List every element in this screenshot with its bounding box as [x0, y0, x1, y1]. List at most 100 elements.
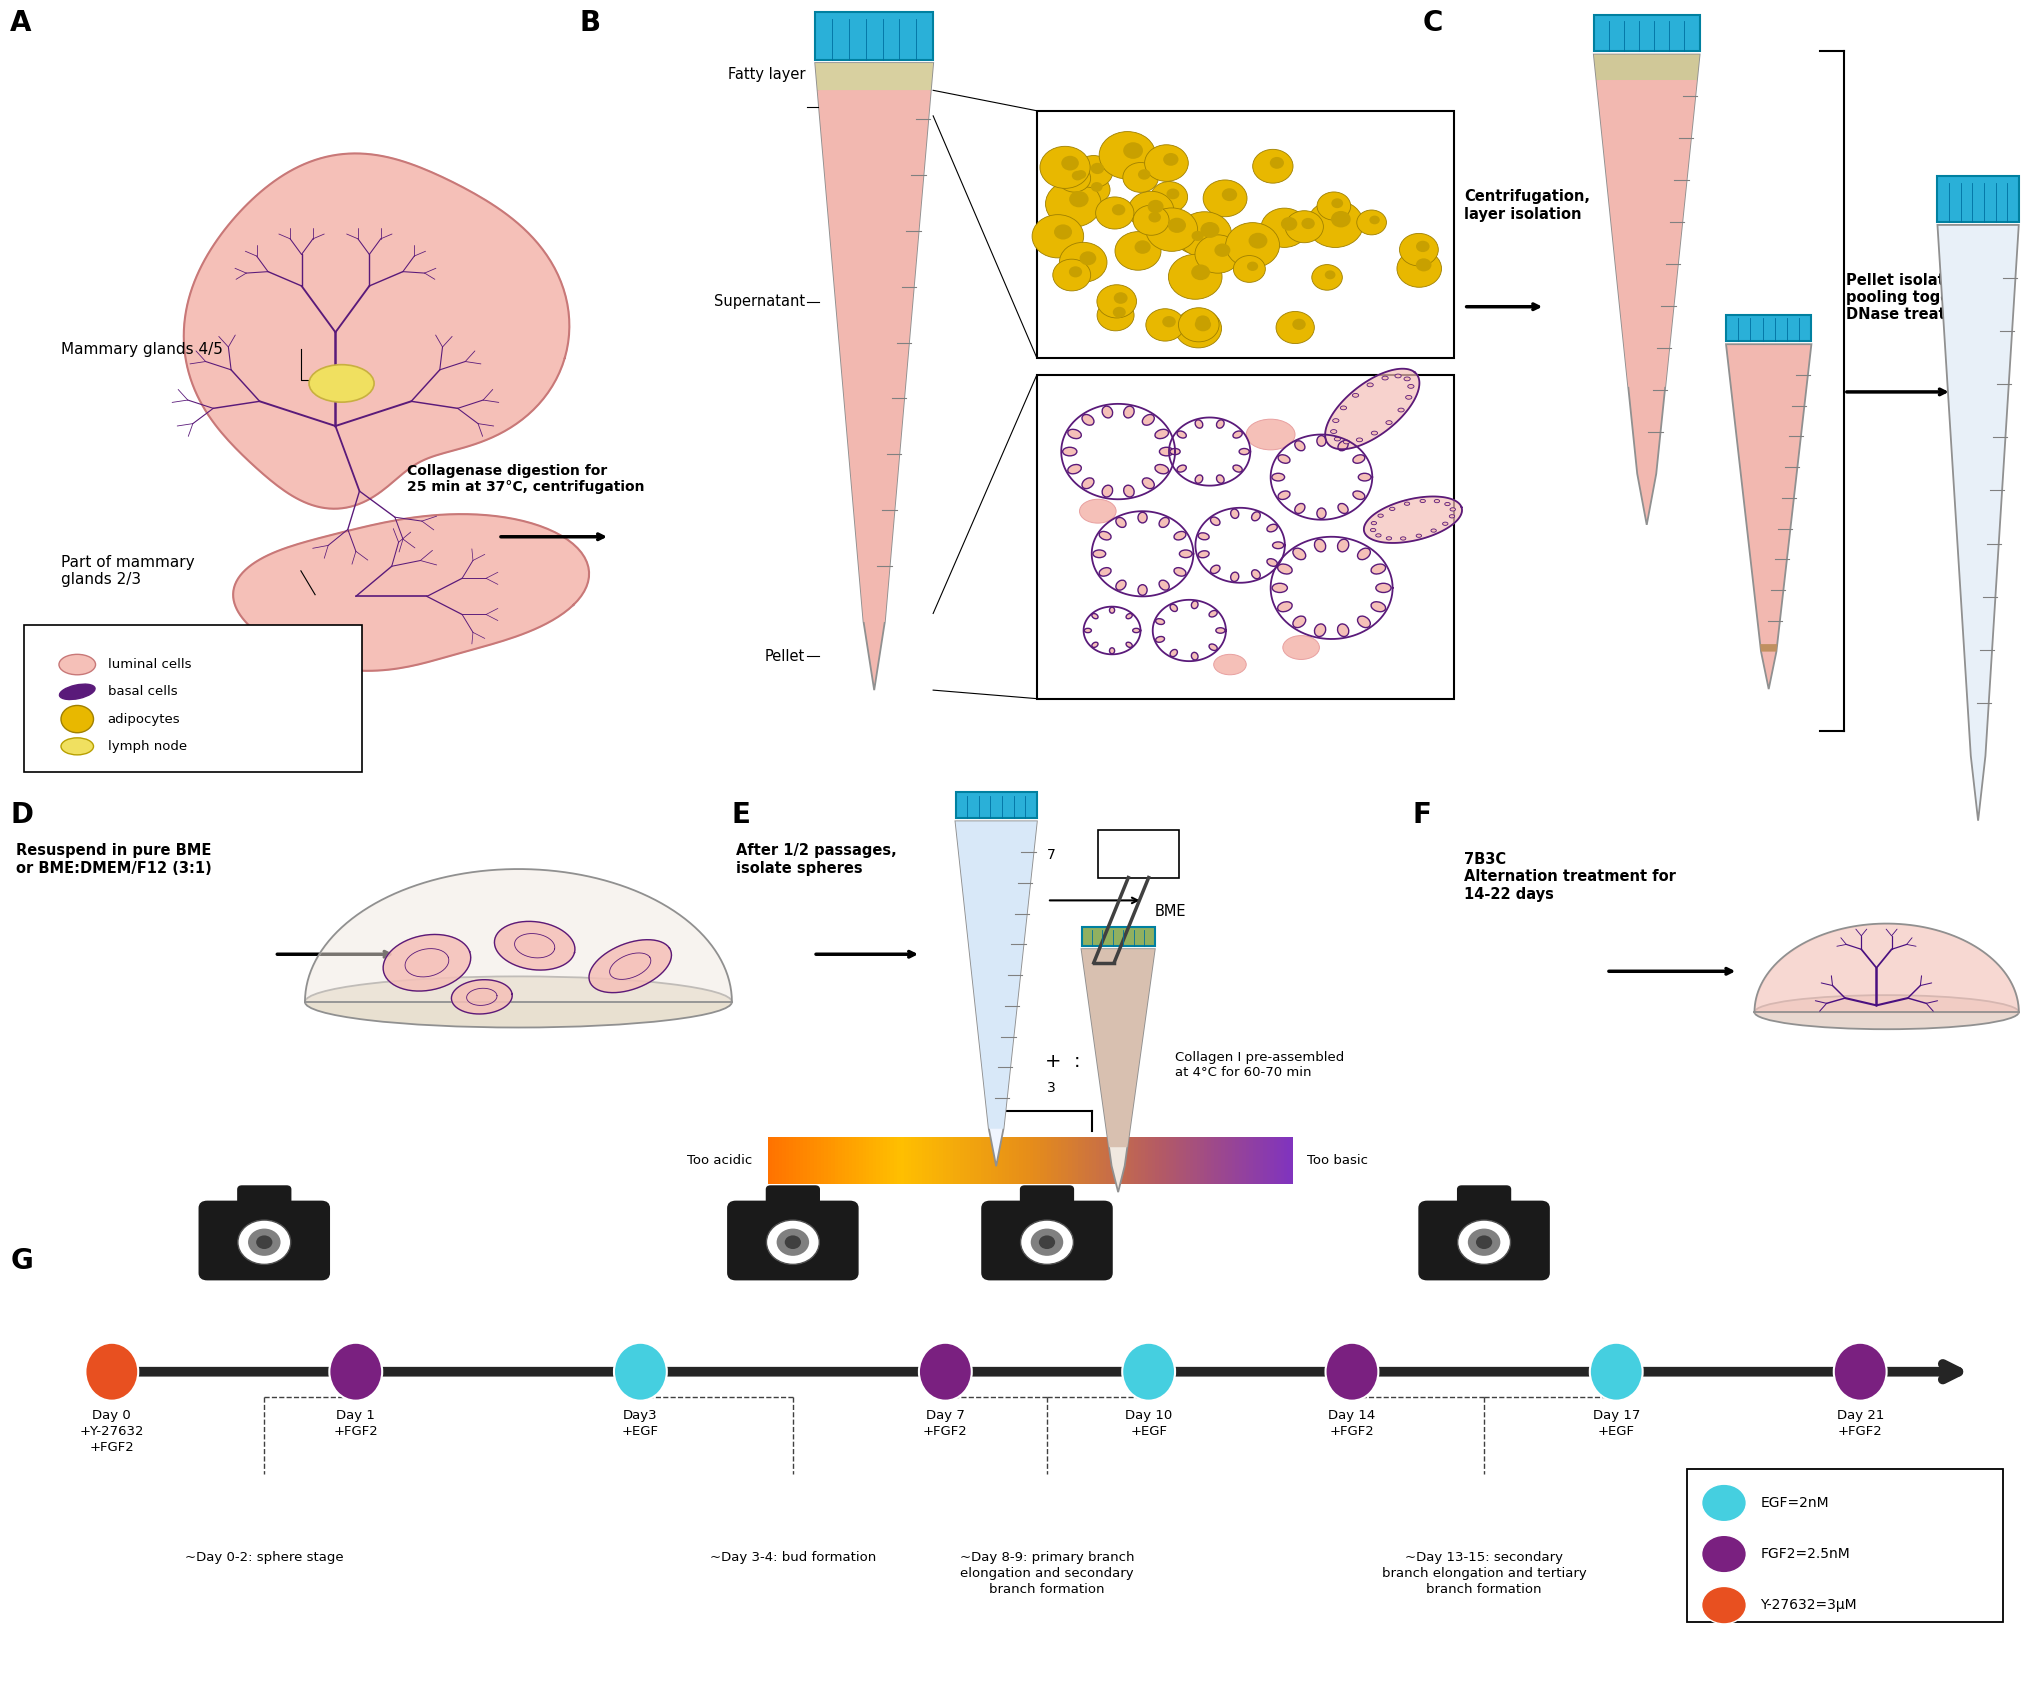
Bar [1002, 1137, 1008, 1184]
Text: basal cells: basal cells [108, 685, 177, 699]
Ellipse shape [1404, 377, 1410, 380]
Circle shape [1053, 225, 1071, 240]
Ellipse shape [1382, 377, 1388, 380]
Text: E: E [732, 801, 750, 828]
Circle shape [1199, 222, 1219, 239]
Text: +: + [1044, 1051, 1061, 1072]
Bar [1042, 1137, 1049, 1184]
Ellipse shape [1101, 486, 1112, 498]
Bar [977, 1137, 983, 1184]
Text: Too basic: Too basic [1307, 1154, 1368, 1167]
Ellipse shape [1197, 533, 1209, 540]
Bar [841, 1137, 847, 1184]
Ellipse shape [1158, 518, 1168, 528]
Circle shape [248, 1229, 280, 1256]
Bar [963, 1137, 969, 1184]
Text: Day 10
+EGF: Day 10 +EGF [1124, 1409, 1172, 1438]
Bar [1067, 1137, 1073, 1184]
Circle shape [1061, 155, 1079, 170]
Circle shape [1122, 162, 1158, 193]
Ellipse shape [1099, 567, 1112, 576]
Bar [1252, 1137, 1258, 1184]
Ellipse shape [1179, 550, 1191, 557]
Text: Day 7
+FGF2: Day 7 +FGF2 [923, 1409, 967, 1438]
Bar [1006, 1137, 1010, 1184]
Ellipse shape [1229, 509, 1237, 518]
Ellipse shape [1177, 465, 1187, 472]
Circle shape [1270, 157, 1284, 169]
Text: 3: 3 [1046, 1080, 1055, 1096]
Bar [896, 1137, 902, 1184]
Circle shape [1162, 315, 1174, 327]
Ellipse shape [1388, 508, 1394, 511]
Bar [1075, 1137, 1079, 1184]
Ellipse shape [1177, 431, 1187, 438]
Polygon shape [1593, 55, 1699, 80]
Ellipse shape [1378, 515, 1382, 518]
Polygon shape [404, 949, 449, 976]
Circle shape [1396, 250, 1441, 288]
Circle shape [1120, 535, 1164, 573]
Bar [823, 1137, 829, 1184]
Circle shape [1097, 285, 1136, 319]
Ellipse shape [1443, 521, 1447, 525]
Circle shape [1146, 208, 1197, 252]
Circle shape [1221, 187, 1237, 201]
Bar [900, 1137, 906, 1184]
Bar [1207, 1137, 1213, 1184]
Ellipse shape [1231, 431, 1242, 438]
Ellipse shape [1138, 584, 1146, 595]
Circle shape [1144, 145, 1189, 181]
Ellipse shape [1329, 429, 1337, 433]
Circle shape [1331, 198, 1343, 208]
Ellipse shape [918, 1343, 971, 1401]
Bar [1091, 1137, 1097, 1184]
Circle shape [1172, 617, 1205, 644]
Ellipse shape [1116, 518, 1126, 528]
Bar [1032, 1137, 1038, 1184]
FancyBboxPatch shape [24, 625, 362, 772]
Bar [994, 1137, 1000, 1184]
Bar [797, 1137, 801, 1184]
Bar [1221, 1137, 1225, 1184]
Bar [774, 1137, 780, 1184]
Bar [835, 1137, 839, 1184]
Bar [1284, 1137, 1288, 1184]
FancyBboxPatch shape [981, 1201, 1112, 1280]
Text: F: F [1412, 801, 1431, 828]
Bar [1097, 830, 1179, 878]
Circle shape [1177, 225, 1211, 254]
Circle shape [1168, 254, 1221, 300]
Ellipse shape [1209, 644, 1217, 651]
Ellipse shape [1406, 385, 1414, 389]
Bar [1260, 1137, 1264, 1184]
Text: Fatty layer: Fatty layer [727, 66, 805, 82]
Bar [778, 1137, 784, 1184]
Polygon shape [514, 934, 555, 958]
Ellipse shape [1195, 475, 1203, 484]
Bar [1286, 1137, 1292, 1184]
Ellipse shape [1418, 499, 1424, 503]
Text: 7B3C
Alternation treatment for
14-22 days: 7B3C Alternation treatment for 14-22 day… [1463, 852, 1674, 901]
FancyBboxPatch shape [199, 1201, 329, 1280]
Bar [807, 1137, 813, 1184]
Ellipse shape [1833, 1343, 1886, 1401]
Bar [847, 1137, 853, 1184]
Bar [1138, 1137, 1142, 1184]
Bar [1189, 1137, 1195, 1184]
Circle shape [238, 1220, 291, 1264]
Polygon shape [815, 63, 933, 90]
Bar [1061, 1137, 1067, 1184]
Bar [1126, 1137, 1132, 1184]
Ellipse shape [1372, 431, 1378, 435]
Bar [1246, 1137, 1250, 1184]
Bar [1231, 1137, 1237, 1184]
Circle shape [1305, 566, 1357, 610]
Bar [815, 12, 933, 60]
Bar [914, 1137, 920, 1184]
FancyBboxPatch shape [766, 1186, 819, 1213]
Bar [1270, 1137, 1274, 1184]
Bar [1018, 1137, 1024, 1184]
Text: ~Day 8-9: primary branch
elongation and secondary
branch formation: ~Day 8-9: primary branch elongation and … [959, 1551, 1134, 1595]
Circle shape [61, 705, 93, 733]
